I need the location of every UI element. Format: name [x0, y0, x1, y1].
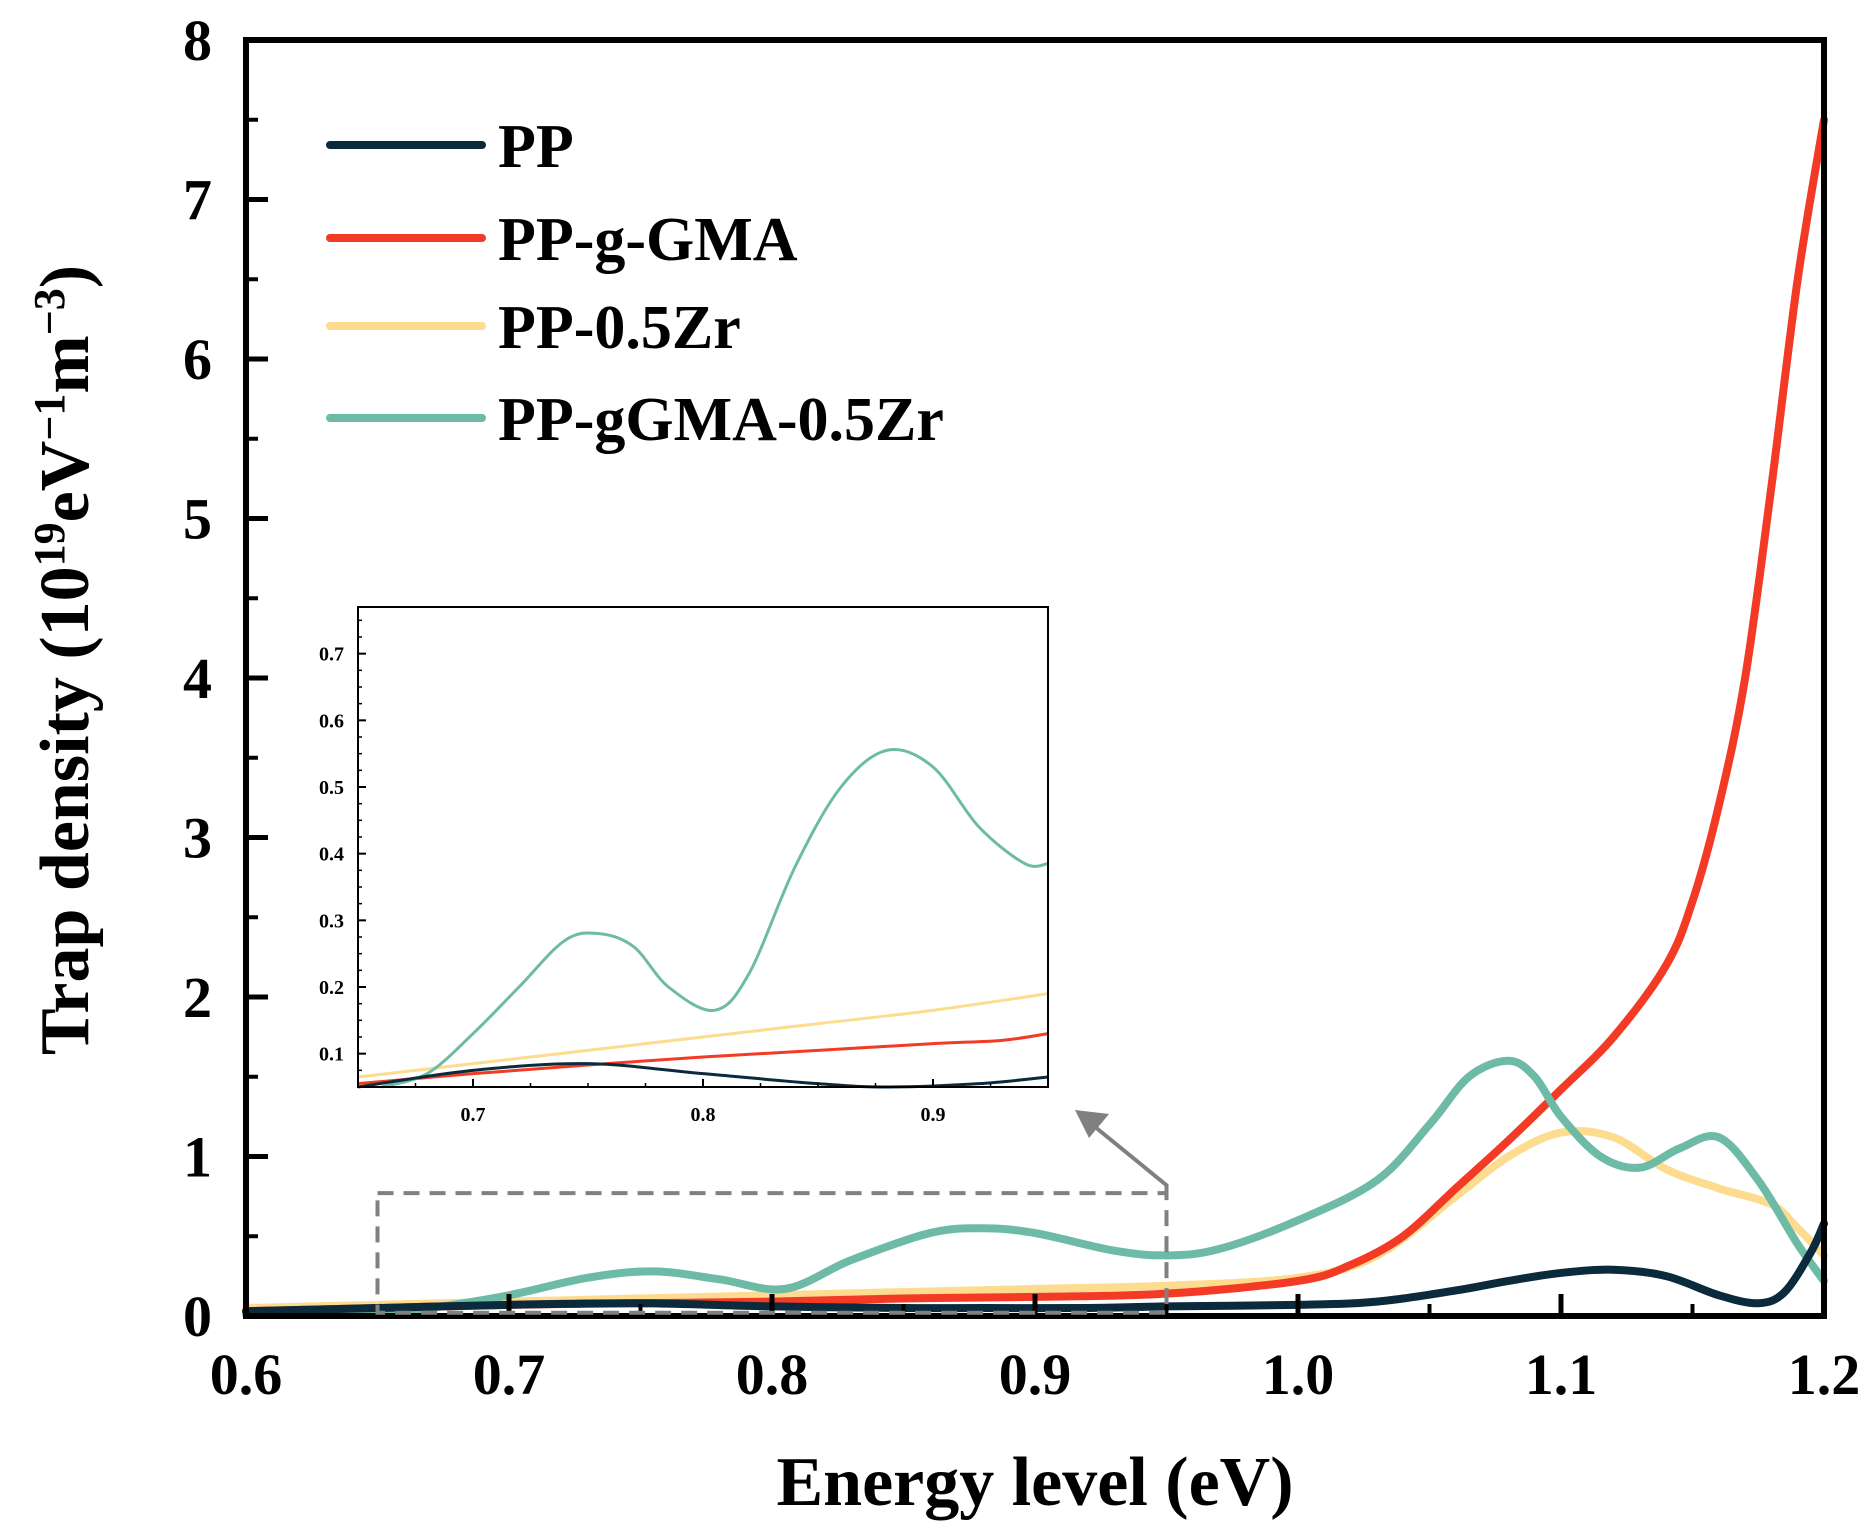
x-tick-label: 1.1 [1525, 1342, 1598, 1407]
y-label-part-3: m [27, 335, 104, 393]
inset-y-tick-label: 0.2 [319, 977, 344, 999]
inset-y-tick-label: 0.5 [319, 777, 344, 799]
legend-label-pp-ggma-0-5zr: PP-gGMA-0.5Zr [498, 386, 944, 454]
zoom-arrow [1075, 1110, 1169, 1194]
x-tick-label: 0.7 [473, 1342, 546, 1407]
y-tick-label: 0 [183, 1284, 212, 1349]
inset-x-tick-label: 0.8 [691, 1104, 716, 1126]
inset-y-tick-label: 0.7 [319, 644, 344, 666]
y-label-sup-19: 19 [25, 522, 74, 566]
y-tick-label: 4 [183, 646, 212, 711]
x-tick-label: 1.0 [1262, 1342, 1335, 1407]
inset-series-line-pp-ggma-0-5zr [380, 748, 1049, 1089]
y-label-sup-minus1: −1 [25, 394, 74, 441]
zoom-arrow-line [1087, 1120, 1169, 1194]
x-tick-label: 1.2 [1788, 1342, 1861, 1407]
zoom-region-box [375, 1191, 1169, 1315]
inset-ticks-group: 0.7 0.8 0.9 0.1 0.2 0.3 0.4 0.5 0.6 0.7 [319, 619, 1049, 1126]
inset-y-tick-label: 0.3 [319, 910, 344, 932]
series-line-pp-ggma-0-5zr [242, 1056, 1828, 1319]
y-tick-label: 5 [183, 487, 212, 552]
y-axis-label: Trap density (1019eV−1m−3) [25, 265, 104, 1055]
y-tick-label: 7 [183, 168, 212, 233]
zoom-arrow-head [1075, 1110, 1109, 1138]
inset-series-line-pp [357, 1062, 1049, 1089]
y-label-part-1: Trap density (10 [27, 566, 104, 1055]
series-line-pp [242, 1219, 1828, 1316]
main-ticks-group: 0.6 0.7 0.8 0.9 1.0 1.1 1.2 0 1 2 3 4 5 6 7 8 [183, 8, 1860, 1407]
main-series-group [242, 115, 1828, 1319]
series-line-pp-0-5zr [242, 1127, 1828, 1313]
inset-x-tick-label: 0.9 [921, 1104, 946, 1126]
x-tick-label: 0.6 [210, 1342, 283, 1407]
y-label-part-2: eV [27, 441, 104, 523]
y-tick-label: 1 [183, 1125, 212, 1190]
x-axis-label: Energy level (eV) [776, 1444, 1293, 1521]
y-tick-label: 3 [183, 806, 212, 871]
x-tick-label: 0.8 [736, 1342, 809, 1407]
inset-plot-frame [357, 606, 1049, 1088]
y-label-part-4: ) [27, 265, 104, 288]
y-tick-label: 2 [183, 965, 212, 1030]
inset-series-group [357, 748, 1049, 1089]
main-plot-frame [243, 37, 1827, 1319]
legend: PP PP-g-GMA PP-0.5Zr PP-gGMA-0.5Zr [326, 113, 944, 454]
inset-y-tick-label: 0.6 [319, 710, 344, 732]
legend-label-pp-g-gma: PP-g-GMA [498, 206, 798, 274]
inset-x-tick-label: 0.7 [461, 1104, 486, 1126]
y-label-sup-minus3: −3 [25, 288, 74, 335]
inset-series-line-pp-g-gma [357, 1032, 1049, 1086]
inset-y-tick-label: 0.1 [319, 1044, 344, 1066]
y-tick-label: 6 [183, 327, 212, 392]
inset-series-line-pp-0-5zr [357, 992, 1049, 1079]
legend-label-pp: PP [498, 113, 574, 181]
y-tick-label: 8 [183, 8, 212, 73]
x-tick-label: 0.9 [999, 1342, 1072, 1407]
inset-y-tick-label: 0.4 [319, 844, 344, 866]
legend-label-pp-0-5zr: PP-0.5Zr [498, 294, 741, 362]
inset-background [358, 607, 1048, 1087]
